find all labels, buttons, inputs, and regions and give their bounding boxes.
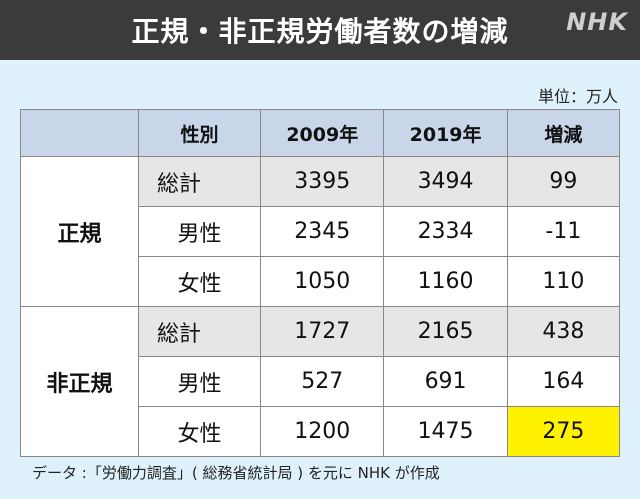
row-label: 女性 [137,406,262,457]
value-change-highlighted: 275 [506,406,621,457]
value-2009: 1050 [260,256,385,307]
nhk-logo: NHK [566,8,628,36]
value-2019: 1160 [383,256,508,307]
table-row: 非正規 総計 1727 2165 438 [20,306,621,457]
row-label: 男性 [137,206,262,257]
value-2009: 3395 [260,156,385,207]
value-change: 99 [506,156,621,207]
header-cell-2019: 2019年 [383,109,508,157]
table-row: 男性 527 691 164 [21,356,621,407]
group-label-regular: 正規 [20,156,139,307]
value-change: 438 [506,306,621,357]
value-2009: 527 [260,356,385,407]
value-change: 110 [506,256,621,307]
row-label: 女性 [137,256,262,307]
value-2009: 2345 [260,206,385,257]
value-2019: 2165 [383,306,508,357]
value-2019: 691 [383,356,508,407]
header-cell-gender: 性別 [137,109,262,157]
page-title: 正規・非正規労働者数の増減 [131,15,509,48]
header-cell-change: 増減 [506,109,621,157]
row-label: 総計 [137,156,262,207]
value-change: -11 [506,206,621,257]
row-label: 総計 [137,306,262,357]
source-note: データ :「労働力調査」( 総務省統計局 ) を元に NHK が作成 [32,464,440,482]
header-cell-blank [20,109,139,157]
data-table: 性別 2009年 2019年 増減 正規 総計 3395 3494 99 男性 … [20,109,621,457]
table-header-row: 性別 2009年 2019年 増減 [20,109,621,157]
header-cell-2009: 2009年 [260,109,385,157]
table-row: 女性 1200 1475 275 [21,406,621,457]
value-2009: 1200 [260,406,385,457]
value-2009: 1727 [260,306,385,357]
value-2019: 1475 [383,406,508,457]
title-bar: 正規・非正規労働者数の増減 NHK [0,0,640,60]
value-change: 164 [506,356,621,407]
value-2019: 2334 [383,206,508,257]
row-label: 男性 [137,356,262,407]
table-row: 正規 総計 3395 3494 99 [20,156,621,307]
group-label-nonregular: 非正規 [20,306,139,457]
unit-label: 単位：万人 [537,87,618,106]
value-2019: 3494 [383,156,508,207]
